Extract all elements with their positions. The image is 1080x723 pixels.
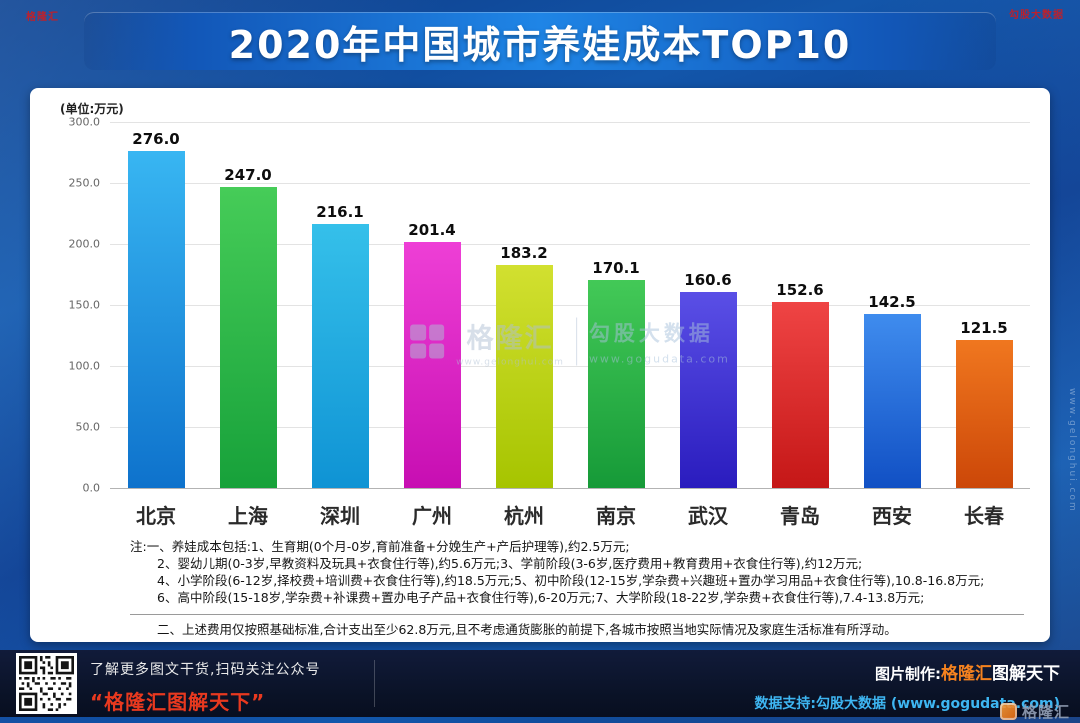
bar-西安: [863, 314, 921, 488]
bar-南京: [587, 280, 645, 488]
footnote-section-1: 注:一、养娃成本包括:1、生育期(0个月-0岁,育前准备+分娩生产+产后护理等)…: [130, 538, 1024, 606]
footer-divider: [374, 660, 375, 707]
bar-group: 170.1 南京: [570, 122, 662, 528]
credit-brand-suffix: 图解天下: [992, 664, 1060, 684]
title-banner: 2020年中国城市养娃成本TOP10: [84, 12, 996, 70]
footer-right-block: 图片制作:格隆汇图解天下 数据支持:勾股大数据 (www.gogudata.co…: [754, 659, 1060, 713]
bar-group: 152.6 青岛: [754, 122, 846, 528]
bar-value-label: 170.1: [592, 259, 640, 278]
x-axis-category-label: 深圳: [320, 504, 360, 528]
x-axis-category-label: 南京: [596, 504, 636, 528]
bar-长春: [955, 339, 1013, 488]
bar-北京: [127, 151, 185, 488]
data-support-line: 数据支持:勾股大数据 (www.gogudata.com): [754, 696, 1060, 712]
bar-上海: [219, 186, 277, 488]
x-axis-category-label: 青岛: [780, 504, 820, 528]
footnote-line: 2、婴幼儿期(0-3岁,早教资料及玩具+衣食住行等),约5.6万元;3、学前阶段…: [157, 556, 863, 571]
bar-group: 276.0 北京: [110, 122, 202, 528]
footnotes: 注:一、养娃成本包括:1、生育期(0个月-0岁,育前准备+分娩生产+产后护理等)…: [130, 538, 1024, 638]
bar-group: 216.1 深圳: [294, 122, 386, 528]
y-axis-tick-label: 300.0: [68, 115, 101, 129]
bar-value-label: 247.0: [224, 165, 272, 184]
gridline: [110, 244, 1030, 245]
bar-杭州: [495, 264, 553, 488]
x-axis-category-label: 广州: [412, 504, 452, 528]
footer-bar: 了解更多图文干货,扫码关注公众号 “格隆汇图解天下” 图片制作:格隆汇图解天下 …: [0, 650, 1080, 717]
bar-group: 247.0 上海: [202, 122, 294, 528]
brand-quote: “格隆汇图解天下”: [90, 690, 266, 714]
top-left-watermark-stamp: 格隆汇: [26, 12, 59, 23]
bar-value-label: 142.5: [868, 293, 916, 312]
y-axis-tick-label: 100.0: [68, 359, 101, 373]
footnote-line: 6、高中阶段(15-18岁,学杂费+补课费+置办电子产品+衣食住行等),6-20…: [157, 590, 925, 605]
y-axis-tick-label: 150.0: [68, 298, 101, 312]
footnote-divider: [130, 614, 1024, 615]
corner-brand-logo: 格隆汇: [999, 701, 1070, 722]
y-axis-tick-label: 200.0: [68, 237, 101, 251]
x-axis-category-label: 西安: [872, 504, 912, 528]
bar-广州: [403, 242, 461, 488]
bar-chart-plot: 0.0 50.0 100.0 150.0 200.0 250.0 300.0 276.0 北京…: [69, 116, 1030, 528]
bar-group: 121.5 长春: [938, 122, 1030, 528]
gridline: [110, 122, 1030, 123]
bar-value-label: 201.4: [408, 221, 456, 240]
qr-code: [16, 653, 77, 714]
bar-武汉: [679, 292, 737, 488]
qr-caption: 了解更多图文干货,扫码关注公众号: [90, 662, 321, 678]
x-axis-category-label: 长春: [964, 504, 1004, 528]
credit-label: 图片制作:: [875, 665, 941, 683]
top-right-watermark-stamp: 勾股大数据: [1009, 10, 1064, 21]
y-axis-tick-label: 50.0: [75, 420, 101, 434]
bar-value-label: 183.2: [500, 243, 548, 262]
bar-青岛: [771, 301, 829, 488]
gridline: [110, 366, 1030, 367]
bar-value-label: 152.6: [776, 280, 824, 299]
bars-layer: 276.0 北京 247.0 上海 216.1 深圳 201.4 广州 183.2 杭州 170.1…: [110, 122, 1030, 528]
bar-value-label: 121.5: [960, 318, 1008, 337]
credit-line: 图片制作:格隆汇图解天下: [754, 659, 1060, 684]
gridline: [110, 488, 1030, 489]
x-axis-category-label: 北京: [136, 504, 176, 528]
side-watermark: www.gelonghui.com: [1067, 388, 1077, 513]
bar-group: 183.2 杭州: [478, 122, 570, 528]
bar-value-label: 160.6: [684, 271, 732, 290]
gelonghui-logo-icon: [999, 703, 1017, 720]
x-axis-category-label: 上海: [228, 504, 268, 528]
corner-brand-text: 格隆汇: [1021, 703, 1070, 721]
bar-value-label: 276.0: [132, 130, 180, 149]
gridline: [110, 305, 1030, 306]
bar-深圳: [311, 224, 369, 488]
footnote-line: 4、小学阶段(6-12岁,择校费+培训费+衣食住行等),约18.5万元;5、初中…: [157, 573, 985, 588]
bar-group: 201.4 广州: [386, 122, 478, 528]
x-axis-category-label: 武汉: [688, 504, 728, 528]
unit-label: (单位:万元): [60, 102, 124, 116]
credit-brand-orange: 格隆汇: [941, 664, 992, 684]
footer-left-block: 了解更多图文干货,扫码关注公众号 “格隆汇图解天下”: [90, 659, 320, 715]
footnote-section-2: 二、上述费用仅按照基础标准,合计支出至少62.8万元,且不考虑通货膨胀的前提下,…: [157, 622, 897, 637]
y-axis-tick-label: 250.0: [68, 176, 101, 190]
bar-group: 160.6 武汉: [662, 122, 754, 528]
page-title: 2020年中国城市养娃成本TOP10: [228, 22, 852, 67]
y-axis-tick-label: 0.0: [82, 481, 101, 495]
chart-card: (单位:万元) 0.0 50.0 100.0 150.0 200.0 250.0 300.0…: [30, 88, 1050, 642]
bar-value-label: 216.1: [316, 203, 364, 222]
bar-group: 142.5 西安: [846, 122, 938, 528]
footnote-line: 注:一、养娃成本包括:1、生育期(0个月-0岁,育前准备+分娩生产+产后护理等)…: [130, 539, 630, 554]
x-axis-category-label: 杭州: [504, 504, 544, 528]
gridline: [110, 183, 1030, 184]
gridline: [110, 427, 1030, 428]
